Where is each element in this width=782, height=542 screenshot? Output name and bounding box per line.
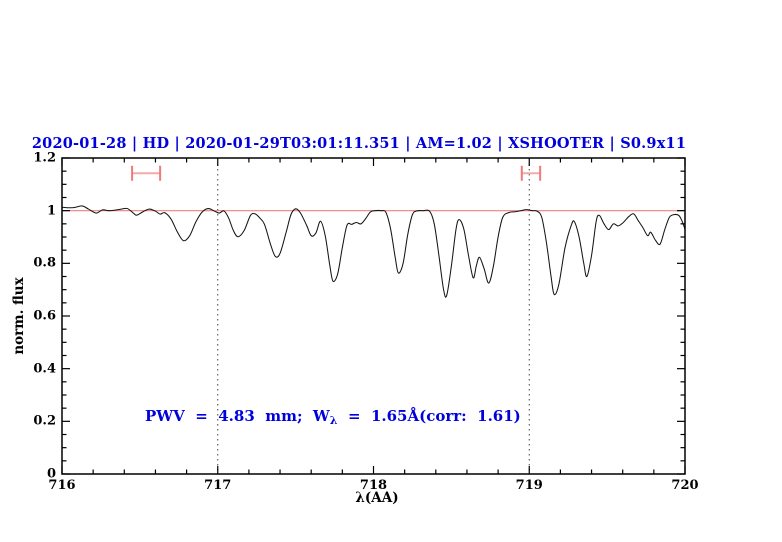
spectrum-line: [61, 205, 686, 298]
y-tick-label: 0.6: [33, 308, 56, 324]
y-tick-label: 0.8: [33, 255, 56, 271]
pwv-annotation-suffix: = 1.65Å(corr: 1.61): [337, 407, 521, 425]
x-tick-label: 717: [204, 478, 232, 493]
plot-frame: [61, 157, 686, 475]
x-tick-label: 718: [359, 478, 388, 493]
y-axis-label: norm. flux: [11, 277, 27, 355]
x-tick-label: 720: [671, 478, 699, 493]
x-tick-label: 716: [48, 478, 76, 493]
x-tick-label: 719: [515, 478, 543, 493]
y-tick-label: 1: [46, 203, 56, 219]
y-tick-label: 1.2: [33, 150, 56, 166]
y-tick-label: 0.2: [33, 413, 56, 429]
pwv-annotation-lambda-subscript: λ: [329, 414, 338, 427]
pwv-annotation-prefix: PWV = 4.83 mm; W: [145, 407, 330, 425]
plot-title: 2020-01-28 | HD | 2020-01-29T03:01:11.35…: [31, 135, 687, 152]
pwv-annotation: PWV = 4.83 mm; Wλ = 1.65Å(corr: 1.61): [145, 407, 521, 427]
y-tick-label: 0.4: [33, 361, 56, 377]
x-axis-label: λ(AA): [355, 490, 399, 506]
y-tick-label: 0: [46, 466, 56, 482]
